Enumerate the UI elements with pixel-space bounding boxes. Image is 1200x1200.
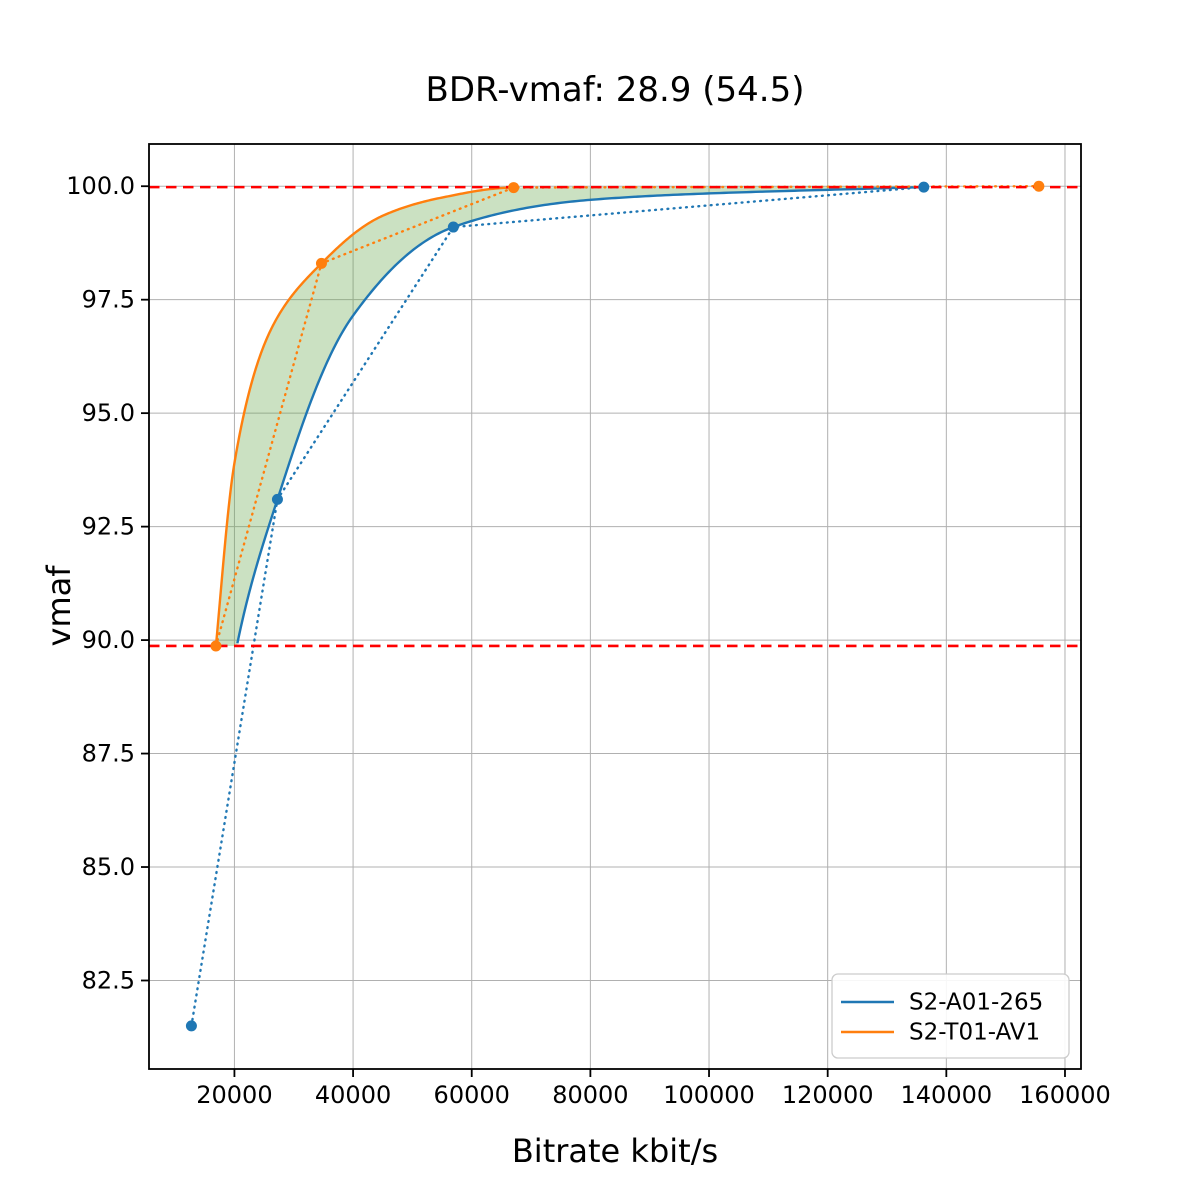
legend-box [831,973,1070,1059]
y-tick-label: 87.5 [82,739,135,767]
series-S2-T01-AV1-marker [508,182,520,194]
chart-title: BDR-vmaf: 28.9 (54.5) [425,70,805,110]
x-tick-label: 100000 [663,1081,755,1109]
legend-label: S2-T01-AV1 [909,1020,1040,1046]
legend-label: S2-A01-265 [909,990,1043,1016]
y-tick-label: 97.5 [82,286,135,314]
y-tick-label: 85.0 [82,853,135,881]
x-tick-label: 80000 [552,1081,628,1109]
series-S2-A01-265-marker [185,1020,197,1032]
x-tick-label: 120000 [782,1081,874,1109]
series-S2-A01-265-marker [447,221,459,233]
y-tick-label: 100.0 [66,172,135,200]
x-tick-label: 160000 [1019,1081,1111,1109]
x-tick-label: 140000 [901,1081,993,1109]
bd-rate-area [215,186,924,646]
y-tick-label: 95.0 [82,399,135,427]
series-S2-T01-AV1-dotted-line [214,185,1041,648]
x-tick-label: 60000 [434,1081,510,1109]
series-S2-A01-265-marker [918,181,930,193]
series-S2-A01-265-marker [271,493,283,505]
series-S2-T01-AV1-marker [210,640,222,652]
y-tick-label: 92.5 [82,513,135,541]
series-S2-T01-AV1-curve [214,186,514,647]
x-tick-label: 40000 [315,1081,391,1109]
plot-border [148,143,1082,1070]
series-S2-A01-265-dotted-line [190,185,925,1028]
series-S2-A01-265-curve [236,185,924,644]
x-axis-label: Bitrate kbit/s [511,1132,719,1170]
y-tick-label: 90.0 [82,626,135,654]
series-S2-T01-AV1-marker [1033,180,1045,192]
x-tick-label: 20000 [196,1081,272,1109]
series-S2-T01-AV1-marker [315,257,327,269]
y-tick-label: 82.5 [82,966,135,994]
